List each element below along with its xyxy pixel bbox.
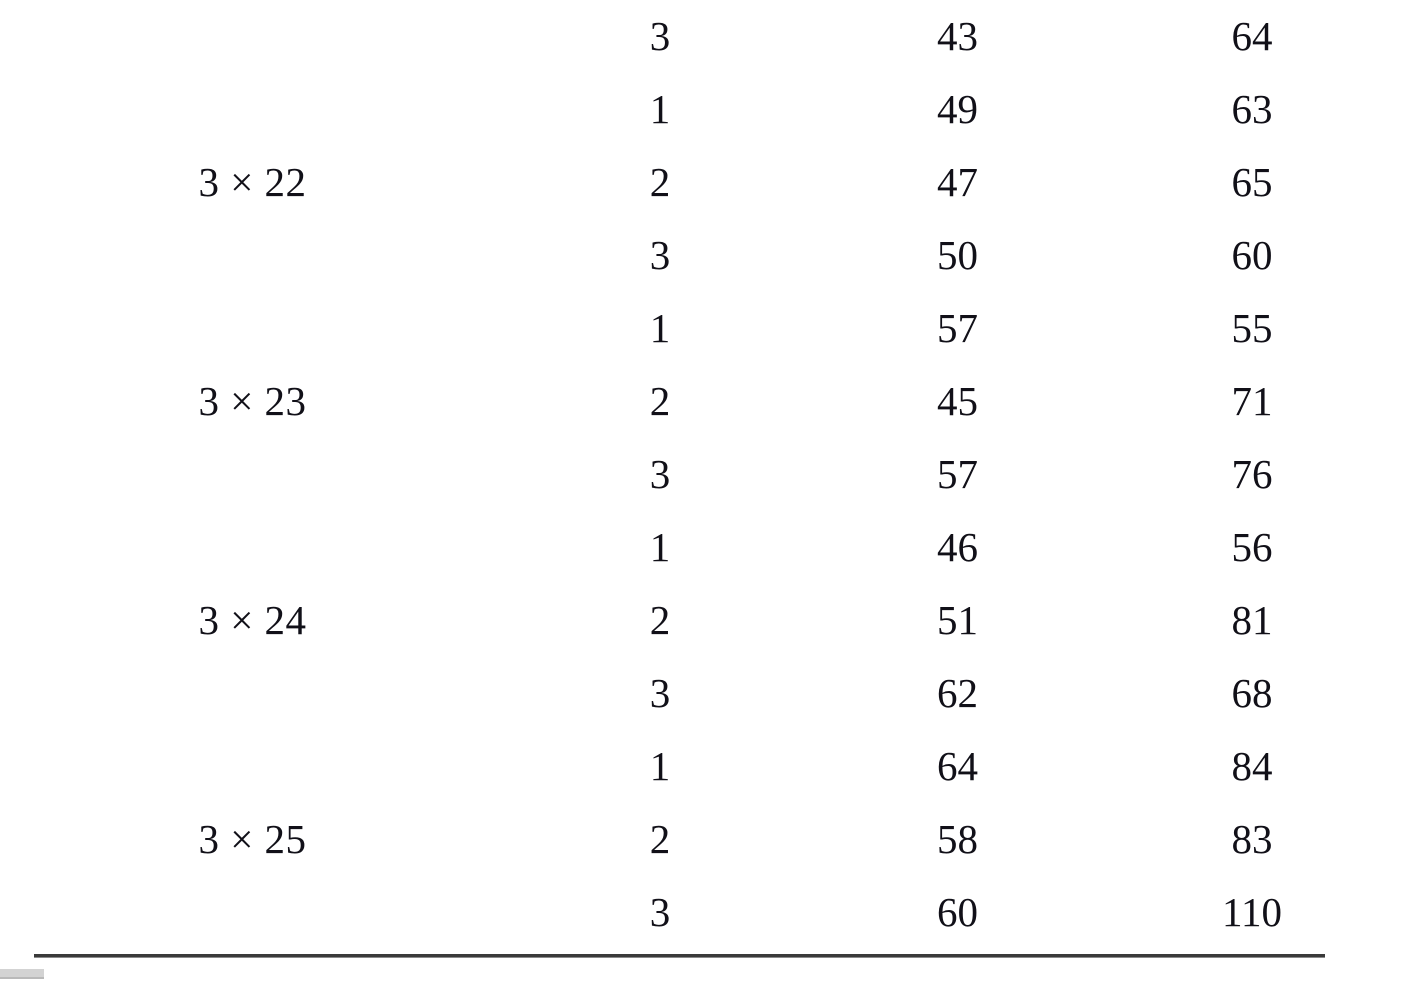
value-a-cell: 47 xyxy=(937,159,978,205)
replicate-cell: 1 xyxy=(649,743,671,789)
value-a-cell: 57 xyxy=(937,451,978,497)
value-b-cell: 64 xyxy=(1231,13,1273,59)
group-label-cell xyxy=(0,438,505,511)
group-label-cell xyxy=(0,730,505,803)
value-a-cell: 58 xyxy=(937,816,978,862)
value-a-cell: 62 xyxy=(937,670,978,716)
table-row: 1 57 55 xyxy=(0,292,1404,365)
table-row: 3 × 23 2 45 71 xyxy=(0,365,1404,438)
replicate-cell: 3 xyxy=(649,670,671,716)
group-label-cell xyxy=(0,292,505,365)
table-row: 3 57 76 xyxy=(0,438,1404,511)
replicate-cell: 1 xyxy=(649,305,671,351)
table-row: 3 × 25 2 58 83 xyxy=(0,803,1404,876)
value-b-cell: 65 xyxy=(1231,159,1273,205)
table-row: 1 46 56 xyxy=(0,511,1404,584)
value-b-cell: 81 xyxy=(1231,597,1273,643)
value-a-cell: 60 xyxy=(937,889,978,935)
group-label-cell: 3 × 25 xyxy=(198,816,307,862)
group-label-cell: 3 × 23 xyxy=(198,378,307,424)
table-row: 3 62 68 xyxy=(0,657,1404,730)
replicate-cell: 2 xyxy=(649,378,671,424)
replicate-cell: 2 xyxy=(649,597,671,643)
value-b-cell: 83 xyxy=(1231,816,1273,862)
value-b-cell: 63 xyxy=(1231,86,1273,132)
table-row: 3 50 60 xyxy=(0,219,1404,292)
table-body: 3 43 64 1 49 63 3 × 22 2 47 65 3 50 60 1 57 55 3 × 23 2 45… xyxy=(0,0,1404,949)
value-a-cell: 64 xyxy=(937,743,978,789)
group-label-cell xyxy=(0,219,505,292)
replicate-cell: 3 xyxy=(649,232,671,278)
value-b-cell: 56 xyxy=(1231,524,1273,570)
value-a-cell: 46 xyxy=(937,524,978,570)
table-row: 3 60 110 xyxy=(0,876,1404,949)
replicate-cell: 1 xyxy=(649,86,671,132)
group-label-cell: 3 × 22 xyxy=(198,159,307,205)
table-row: 1 64 84 xyxy=(0,730,1404,803)
table-row: 3 × 22 2 47 65 xyxy=(0,146,1404,219)
replicate-cell: 3 xyxy=(649,451,671,497)
group-label-cell xyxy=(0,0,505,73)
value-a-cell: 57 xyxy=(937,305,978,351)
group-label-cell xyxy=(0,511,505,584)
group-label-cell xyxy=(0,657,505,730)
value-b-cell: 55 xyxy=(1231,305,1273,351)
table-row: 3 43 64 xyxy=(0,0,1404,73)
value-b-cell: 71 xyxy=(1231,378,1273,424)
value-a-cell: 51 xyxy=(937,597,978,643)
replicate-cell: 1 xyxy=(649,524,671,570)
value-b-cell: 84 xyxy=(1231,743,1273,789)
page-corner-artifact xyxy=(0,969,44,979)
value-b-cell: 60 xyxy=(1231,232,1273,278)
replicate-cell: 2 xyxy=(649,159,671,205)
group-label-cell xyxy=(0,73,505,146)
replicate-cell: 3 xyxy=(649,13,671,59)
data-table: 3 43 64 1 49 63 3 × 22 2 47 65 3 50 60 1 57 55 3 × 23 2 45… xyxy=(0,0,1404,949)
value-a-cell: 45 xyxy=(937,378,978,424)
group-label-cell xyxy=(0,876,505,949)
replicate-cell: 2 xyxy=(649,816,671,862)
value-b-cell: 76 xyxy=(1231,451,1273,497)
value-a-cell: 43 xyxy=(937,13,978,59)
value-a-cell: 49 xyxy=(937,86,978,132)
group-label-cell: 3 × 24 xyxy=(198,597,307,643)
value-a-cell: 50 xyxy=(937,232,978,278)
replicate-cell: 3 xyxy=(649,889,671,935)
table-bottom-rule xyxy=(34,954,1325,958)
value-b-cell: 68 xyxy=(1231,670,1273,716)
table-row: 1 49 63 xyxy=(0,73,1404,146)
table-row: 3 × 24 2 51 81 xyxy=(0,584,1404,657)
value-b-cell: 110 xyxy=(1222,889,1282,935)
